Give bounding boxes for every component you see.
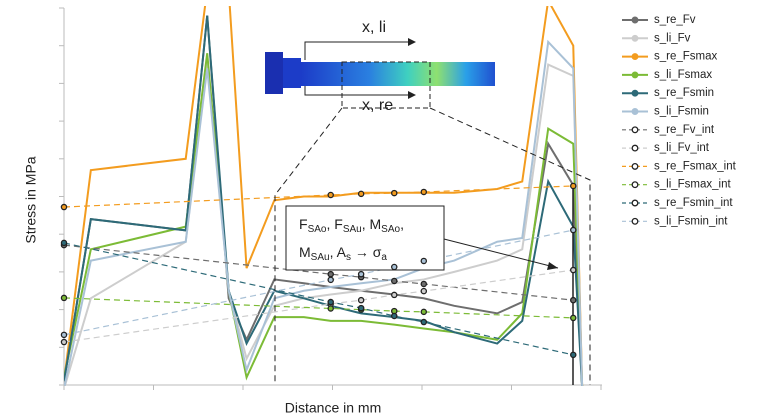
legend-label: s_li_Fsmax_int — [654, 179, 731, 191]
series-marker — [392, 264, 397, 269]
fe-inset: x, li x, re — [265, 19, 495, 114]
series-marker — [61, 240, 66, 245]
legend-marker — [632, 200, 638, 206]
annotation-part: , — [400, 216, 404, 232]
series-marker — [421, 281, 426, 286]
series-marker — [392, 278, 397, 283]
legend-marker — [632, 36, 638, 42]
series-marker — [328, 306, 333, 311]
zoom-line — [430, 108, 590, 385]
x-axis-title: Distance in mm — [285, 400, 381, 416]
subscript: SAu — [343, 224, 362, 235]
annotation-part: , M — [362, 216, 381, 232]
inset-label: x, re — [362, 97, 393, 114]
series-marker — [61, 295, 66, 300]
annotation-part: , F — [326, 216, 342, 232]
series-line — [64, 270, 573, 342]
series-line — [64, 298, 573, 318]
subscript: a — [381, 252, 387, 263]
legend-marker — [632, 72, 638, 78]
legend-marker — [632, 182, 638, 188]
subscript: SAo — [308, 224, 327, 235]
series-marker — [392, 191, 397, 196]
inset-label: x, li — [362, 19, 386, 36]
series-marker — [61, 339, 66, 344]
arrow-li — [305, 42, 408, 60]
arrow-head — [408, 91, 416, 99]
legend-label: s_li_Fv — [654, 32, 691, 44]
series-marker — [571, 227, 576, 232]
series-marker — [421, 309, 426, 314]
annotation-part: → σ — [351, 244, 382, 260]
annotation-arrow — [440, 238, 558, 268]
series-marker — [392, 313, 397, 318]
legend: s_re_Fv s_li_Fv s_re_Fsmax s_li_Fsmax s_re_F… — [622, 14, 737, 227]
y-axis-title: Stress in MPa — [23, 156, 39, 243]
legend-label: s_li_Fsmin — [654, 106, 709, 118]
arrow-head — [408, 38, 416, 46]
fe-flange — [265, 52, 283, 94]
chart: Stress in MPa Distance in mm x, li x, re… — [0, 0, 760, 419]
legend-marker — [632, 90, 638, 96]
series-marker — [571, 315, 576, 320]
series-marker — [421, 258, 426, 263]
annotation-part: M — [299, 244, 311, 260]
legend-marker — [632, 164, 638, 170]
subscript: SAu — [311, 252, 330, 263]
series-marker — [421, 189, 426, 194]
annotation-part: F — [299, 216, 308, 232]
legend-label: s_re_Fsmin — [654, 87, 714, 99]
subscript: SAo — [381, 224, 400, 235]
legend-label: s_li_Fv_int — [654, 142, 710, 154]
series-marker — [571, 352, 576, 357]
legend-label: s_re_Fv_int — [654, 124, 715, 136]
plot-area — [64, 0, 582, 389]
series-marker — [571, 183, 576, 188]
arrow-re — [305, 86, 408, 95]
legend-label: s_re_Fv — [654, 14, 696, 26]
series-marker — [328, 272, 333, 277]
legend-marker — [632, 219, 638, 225]
legend-marker — [632, 127, 638, 133]
legend-label: s_re_Fsmax_int — [654, 160, 737, 172]
arrow-head — [547, 262, 558, 270]
series-marker — [359, 298, 364, 303]
series-marker — [61, 332, 66, 337]
series-marker — [421, 319, 426, 324]
series-marker — [61, 204, 66, 209]
legend-marker — [632, 17, 638, 23]
series-marker — [359, 191, 364, 196]
legend-label: s_li_Fsmax — [654, 69, 712, 81]
series-marker — [392, 292, 397, 297]
series-marker — [359, 272, 364, 277]
legend-label: s_re_Fsmin_int — [654, 197, 733, 209]
fe-collar — [283, 58, 301, 88]
fe-shaft — [301, 62, 495, 86]
legend-marker — [632, 54, 638, 60]
legend-label: s_re_Fsmax — [654, 51, 718, 63]
series-marker — [359, 305, 364, 310]
series-marker — [328, 299, 333, 304]
legend-marker — [632, 109, 638, 115]
series-marker — [421, 289, 426, 294]
series-line — [64, 0, 582, 389]
annotation-part: , A — [330, 244, 347, 260]
series-marker — [571, 267, 576, 272]
series-marker — [328, 277, 333, 282]
series-marker — [328, 192, 333, 197]
series-marker — [571, 298, 576, 303]
legend-label: s_li_Fsmin_int — [654, 215, 728, 227]
legend-marker — [632, 145, 638, 151]
